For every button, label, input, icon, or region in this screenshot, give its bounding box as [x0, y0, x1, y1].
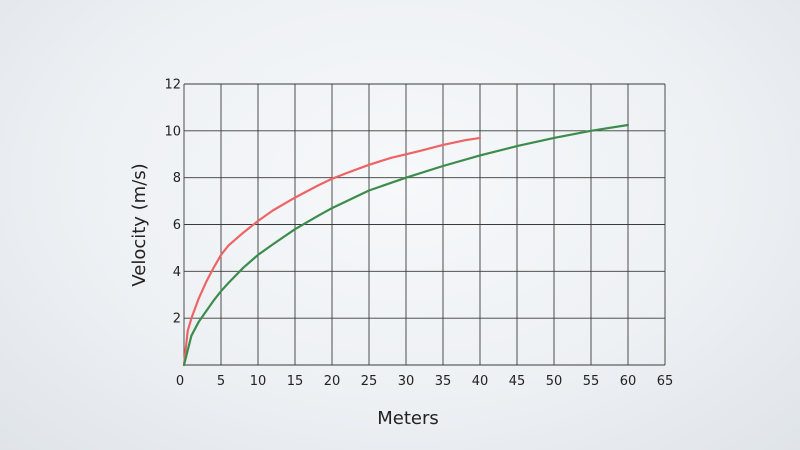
x-tick-label: 60: [620, 374, 637, 389]
x-tick-label: 20: [324, 374, 341, 389]
x-tick-label: 55: [583, 374, 600, 389]
x-tick-label: 45: [509, 374, 526, 389]
x-tick-label: 35: [435, 374, 452, 389]
y-tick-label: 12: [164, 78, 181, 93]
x-tick-label: 50: [546, 374, 563, 389]
x-tick-label: 0: [176, 374, 184, 389]
y-tick-label: 8: [173, 171, 181, 186]
x-axis-title: Meters: [377, 408, 439, 429]
x-tick-label: 5: [217, 374, 225, 389]
x-tick-label: 30: [398, 374, 415, 389]
y-tick-label: 10: [164, 124, 181, 139]
series-lines: [182, 123, 630, 367]
y-axis-title: Velocity (m/s): [129, 163, 150, 286]
series-line-2: [182, 123, 630, 367]
x-tick-label: 10: [250, 374, 267, 389]
x-tick-label: 65: [657, 374, 674, 389]
x-tick-label: 40: [472, 374, 489, 389]
grid-lines: [183, 83, 666, 366]
x-tick-label: 25: [361, 374, 378, 389]
y-tick-label: 6: [173, 218, 181, 233]
series-line-1: [182, 136, 482, 367]
y-tick-label: 2: [173, 312, 181, 327]
x-tick-labels: 0 5 10 15 20 25 30 35 40 45 50 55 60 65: [176, 374, 673, 389]
x-tick-label: 15: [287, 374, 304, 389]
y-tick-labels: 2 4 6 8 10 12: [164, 78, 181, 327]
y-tick-label: 4: [173, 265, 181, 280]
